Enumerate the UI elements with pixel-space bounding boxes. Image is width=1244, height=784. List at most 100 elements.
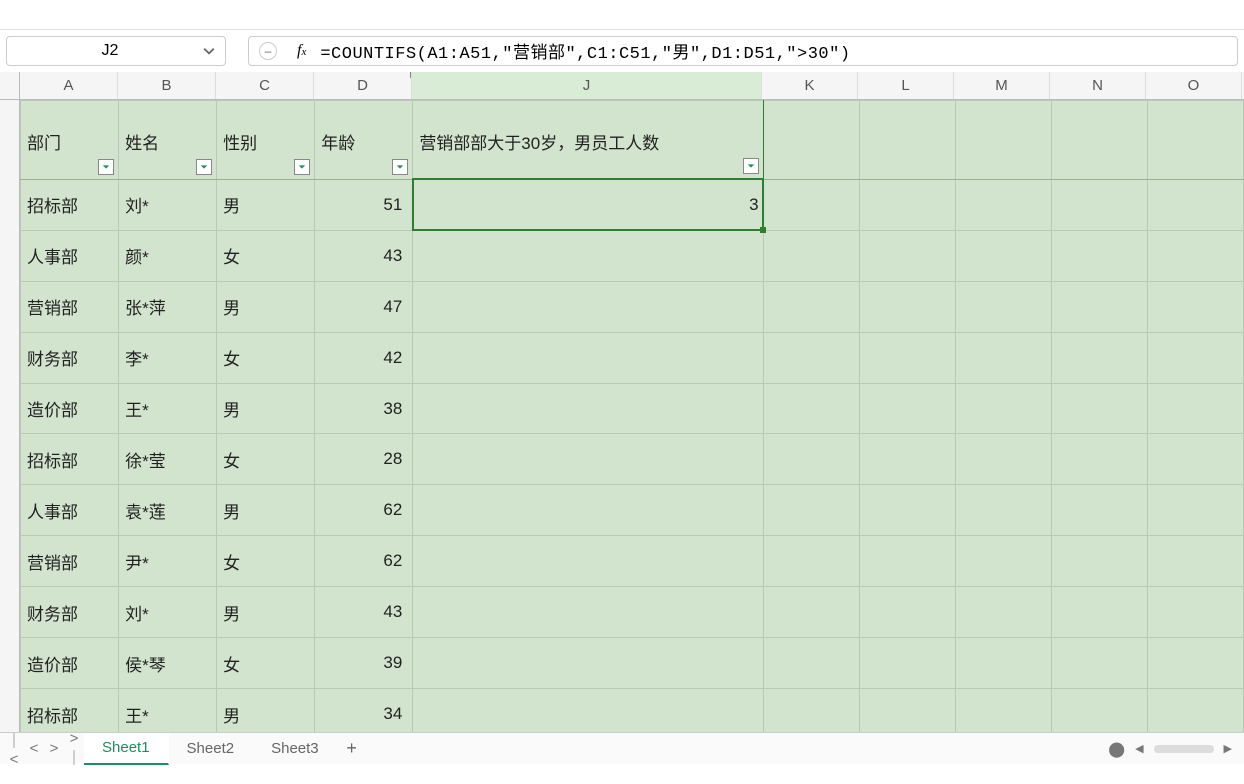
cell-J3[interactable] xyxy=(413,230,763,281)
cell-M3[interactable] xyxy=(955,230,1051,281)
cell-A4[interactable]: 营销部 xyxy=(21,281,119,332)
cell-O4[interactable] xyxy=(1147,281,1243,332)
column-header-M[interactable]: M xyxy=(954,72,1050,99)
cell-J12[interactable] xyxy=(413,689,763,732)
cell-C6[interactable]: 男 xyxy=(217,383,315,434)
cell-N5[interactable] xyxy=(1051,332,1147,383)
cell-N10[interactable] xyxy=(1051,587,1147,638)
select-all-corner[interactable] xyxy=(0,72,20,99)
name-box-wrap[interactable]: J2 xyxy=(6,36,226,66)
cell-D5[interactable]: 42 xyxy=(315,332,413,383)
cell-B9[interactable]: 尹* xyxy=(119,536,217,587)
cell-N7[interactable] xyxy=(1051,434,1147,485)
cell-M2[interactable] xyxy=(955,179,1051,230)
cell-M6[interactable] xyxy=(955,383,1051,434)
cell-L10[interactable] xyxy=(859,587,955,638)
cell-K1[interactable] xyxy=(763,101,859,180)
cell-K8[interactable] xyxy=(763,485,859,536)
column-header-B[interactable]: B xyxy=(118,72,216,99)
hscroll-left-icon[interactable]: ◀ xyxy=(1135,742,1143,755)
cell-C3[interactable]: 女 xyxy=(217,230,315,281)
cell-B4[interactable]: 张*萍 xyxy=(119,281,217,332)
cell-M1[interactable] xyxy=(955,101,1051,180)
sheet-area[interactable]: ABCDJKLMNO 部门姓名性别年龄营销部部大于30岁，男员工人数招标部刘*男… xyxy=(0,72,1244,732)
cell-M9[interactable] xyxy=(955,536,1051,587)
cell-N8[interactable] xyxy=(1051,485,1147,536)
sheet-tab-sheet2[interactable]: Sheet2 xyxy=(169,733,254,765)
cell-D6[interactable]: 38 xyxy=(315,383,413,434)
column-header-L[interactable]: L xyxy=(858,72,954,99)
spreadsheet-grid[interactable]: 部门姓名性别年龄营销部部大于30岁，男员工人数招标部刘*男513人事部颜*女43… xyxy=(20,100,1244,732)
formula-input[interactable]: =COUNTIFS(A1:A51,"营销部",C1:C51,"男",D1:D51… xyxy=(320,38,1227,64)
cell-D1[interactable]: 年龄 xyxy=(315,101,413,180)
column-header-D[interactable]: D xyxy=(314,72,412,99)
cell-D9[interactable]: 62 xyxy=(315,536,413,587)
cell-O5[interactable] xyxy=(1147,332,1243,383)
cell-C5[interactable]: 女 xyxy=(217,332,315,383)
cell-D2[interactable]: 51 xyxy=(315,179,413,230)
cell-M10[interactable] xyxy=(955,587,1051,638)
cell-B10[interactable]: 刘* xyxy=(119,587,217,638)
sheet-tab-sheet3[interactable]: Sheet3 xyxy=(253,733,338,765)
filter-dropdown-icon[interactable] xyxy=(743,158,759,174)
cell-A2[interactable]: 招标部 xyxy=(21,179,119,230)
cell-L11[interactable] xyxy=(859,638,955,689)
cell-L3[interactable] xyxy=(859,230,955,281)
cell-O1[interactable] xyxy=(1147,101,1243,180)
cell-A10[interactable]: 财务部 xyxy=(21,587,119,638)
cell-N3[interactable] xyxy=(1051,230,1147,281)
column-header-N[interactable]: N xyxy=(1050,72,1146,99)
cell-L12[interactable] xyxy=(859,689,955,732)
cell-B5[interactable]: 李* xyxy=(119,332,217,383)
cell-M12[interactable] xyxy=(955,689,1051,732)
cell-L8[interactable] xyxy=(859,485,955,536)
cell-C7[interactable]: 女 xyxy=(217,434,315,485)
cell-B2[interactable]: 刘* xyxy=(119,179,217,230)
cell-B6[interactable]: 王* xyxy=(119,383,217,434)
column-header-O[interactable]: O xyxy=(1146,72,1242,99)
cell-D12[interactable]: 34 xyxy=(315,689,413,732)
cell-C10[interactable]: 男 xyxy=(217,587,315,638)
cell-J8[interactable] xyxy=(413,485,763,536)
cell-O2[interactable] xyxy=(1147,179,1243,230)
cell-D11[interactable]: 39 xyxy=(315,638,413,689)
cell-C4[interactable]: 男 xyxy=(217,281,315,332)
cell-N12[interactable] xyxy=(1051,689,1147,732)
cell-J5[interactable] xyxy=(413,332,763,383)
cell-C2[interactable]: 男 xyxy=(217,179,315,230)
cell-N2[interactable] xyxy=(1051,179,1147,230)
cell-C9[interactable]: 女 xyxy=(217,536,315,587)
sheet-tab-sheet1[interactable]: Sheet1 xyxy=(84,733,169,765)
cell-C8[interactable]: 男 xyxy=(217,485,315,536)
cell-K7[interactable] xyxy=(763,434,859,485)
filter-dropdown-icon[interactable] xyxy=(294,159,310,175)
cell-J7[interactable] xyxy=(413,434,763,485)
cell-L2[interactable] xyxy=(859,179,955,230)
cell-M4[interactable] xyxy=(955,281,1051,332)
cell-L7[interactable] xyxy=(859,434,955,485)
cell-A9[interactable]: 营销部 xyxy=(21,536,119,587)
tab-nav-next[interactable]: > xyxy=(44,740,64,757)
cell-L9[interactable] xyxy=(859,536,955,587)
cell-N11[interactable] xyxy=(1051,638,1147,689)
cell-C11[interactable]: 女 xyxy=(217,638,315,689)
cell-K9[interactable] xyxy=(763,536,859,587)
hscroll-knob-icon[interactable]: ⬤ xyxy=(1108,740,1125,758)
cell-K11[interactable] xyxy=(763,638,859,689)
cell-M7[interactable] xyxy=(955,434,1051,485)
cell-K12[interactable] xyxy=(763,689,859,732)
column-header-J[interactable]: J xyxy=(412,72,762,99)
cell-B1[interactable]: 姓名 xyxy=(119,101,217,180)
cell-D10[interactable]: 43 xyxy=(315,587,413,638)
row-labels[interactable] xyxy=(0,100,20,732)
cell-B7[interactable]: 徐*莹 xyxy=(119,434,217,485)
cell-A6[interactable]: 造价部 xyxy=(21,383,119,434)
cell-A11[interactable]: 造价部 xyxy=(21,638,119,689)
cell-J1[interactable]: 营销部部大于30岁，男员工人数 xyxy=(413,101,763,180)
cell-B8[interactable]: 袁*莲 xyxy=(119,485,217,536)
tab-nav-prev[interactable]: < xyxy=(24,740,44,757)
cell-B12[interactable]: 王* xyxy=(119,689,217,732)
cell-K6[interactable] xyxy=(763,383,859,434)
cell-A8[interactable]: 人事部 xyxy=(21,485,119,536)
cell-J11[interactable] xyxy=(413,638,763,689)
